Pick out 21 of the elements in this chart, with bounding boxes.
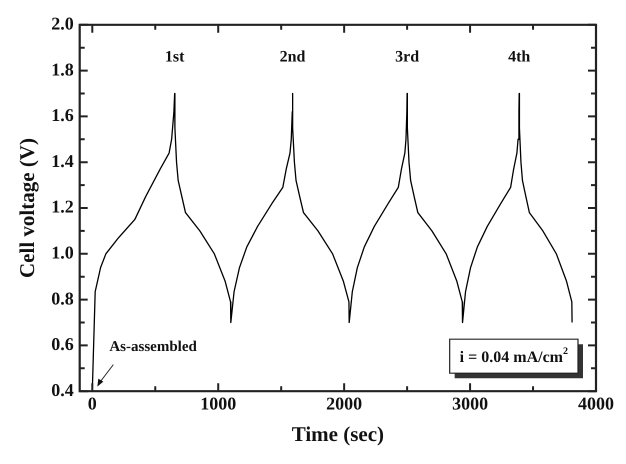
- y-tick-label: 1.6: [51, 105, 74, 126]
- y-axis-title: Cell voltage (V): [15, 138, 40, 278]
- y-tick-label: 1.0: [51, 242, 74, 262]
- annotation: 2nd: [280, 48, 306, 66]
- x-tick-label: 0: [88, 394, 97, 414]
- y-tick-label: 1.8: [51, 59, 74, 80]
- y-tick-label: 0.8: [51, 288, 74, 308]
- y-tick-label: 2.0: [51, 13, 74, 34]
- annotation: 3rd: [395, 48, 420, 66]
- y-tick-label: 1.2: [51, 196, 74, 217]
- y-tick-label: 1.4: [51, 150, 74, 171]
- annotation: 1st: [164, 48, 186, 66]
- y-tick-label: 0.6: [51, 334, 74, 354]
- x-tick-label: 4000: [578, 394, 614, 414]
- x-tick-label: 1000: [200, 394, 236, 414]
- x-axis-title: Time (sec): [292, 422, 384, 446]
- annotation: 4th: [508, 48, 530, 66]
- annotation: As-assembled: [109, 338, 198, 355]
- y-tick-label: 0.4: [51, 380, 74, 400]
- x-tick-label: 2000: [326, 394, 362, 414]
- x-tick-label: 3000: [452, 394, 488, 414]
